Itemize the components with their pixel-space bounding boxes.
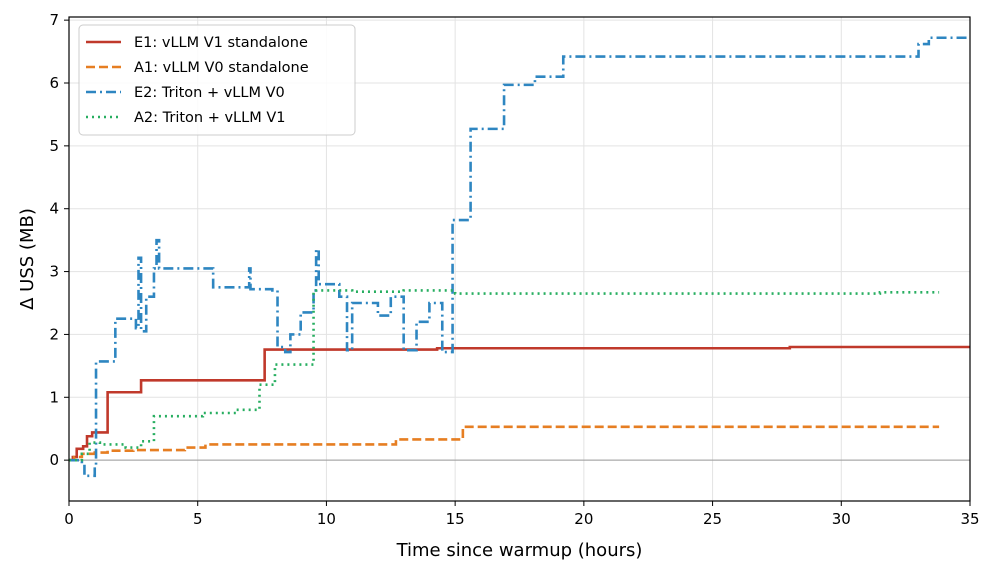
x-tick-label: 5 <box>193 510 203 528</box>
y-tick-label: 5 <box>49 137 59 155</box>
y-tick-label: 1 <box>49 388 59 406</box>
legend-label: A1: vLLM V0 standalone <box>134 60 309 76</box>
x-tick-label: 25 <box>703 510 722 528</box>
y-axis-title: Δ USS (MB) <box>17 208 38 310</box>
legend-label: E1: vLLM V1 standalone <box>134 35 308 51</box>
x-tick-label: 15 <box>446 510 465 528</box>
legend-label: A2: Triton + vLLM V1 <box>134 110 285 126</box>
legend: E1: vLLM V1 standalone A1: vLLM V0 standa… <box>78 24 356 136</box>
y-tick-label: 0 <box>49 451 59 469</box>
y-tick-label: 7 <box>49 11 59 29</box>
series-line-1 <box>69 345 970 462</box>
series-line-2 <box>69 425 940 462</box>
series-line-3 <box>69 36 970 478</box>
x-tick-label: 35 <box>960 510 979 528</box>
series-line-4 <box>69 289 940 462</box>
x-tick-label: 30 <box>832 510 851 528</box>
tick-layer: 0 5 10 15 20 25 30 35 0 1 2 3 4 5 6 7 <box>49 11 979 528</box>
legend-box <box>78 24 356 136</box>
y-tick-label: 3 <box>49 263 59 281</box>
series-layer <box>69 36 970 478</box>
x-tick-label: 10 <box>317 510 336 528</box>
y-tick-label: 4 <box>49 200 59 218</box>
y-tick-label: 6 <box>49 74 59 92</box>
plot-frame <box>68 16 971 502</box>
x-tick-label: 20 <box>574 510 593 528</box>
x-axis-title: Time since warmup (hours) <box>396 540 643 561</box>
x-tick-label: 0 <box>64 510 74 528</box>
legend-label: E2: Triton + vLLM V0 <box>134 85 285 101</box>
y-tick-label: 2 <box>49 325 59 343</box>
